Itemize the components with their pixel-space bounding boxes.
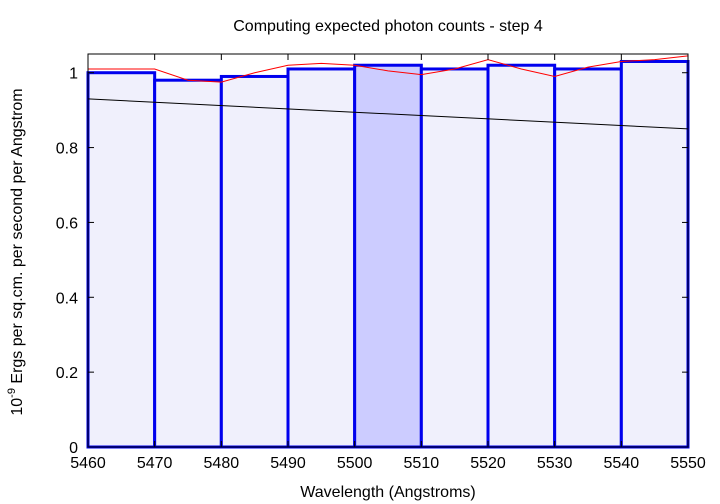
- x-tick-label: 5530: [537, 455, 573, 472]
- plot-frame: [87, 53, 689, 448]
- x-tick-label: 5480: [204, 455, 240, 472]
- x-tick-label: 5460: [70, 455, 106, 472]
- histogram-bar: [619, 59, 690, 449]
- y-axis-label: 10-9 Ergs per sq.cm. per second per Angs…: [6, 88, 26, 415]
- y-tick-label: 1: [69, 66, 78, 83]
- histogram-bar: [419, 67, 490, 449]
- y-axis-label-units: Ergs per sq.cm. per second per Angstrom: [9, 88, 26, 388]
- x-tick-label: 5490: [270, 455, 306, 472]
- histogram-bar: [486, 63, 557, 449]
- x-tick-label: 5510: [404, 455, 440, 472]
- y-axis-label-exponent: -9: [6, 388, 18, 398]
- chart-title: Computing expected photon counts - step …: [233, 18, 543, 35]
- y-tick-label: 0.8: [56, 141, 78, 158]
- y-tick-label: 0.2: [56, 365, 78, 382]
- histogram-bar: [286, 67, 357, 449]
- trend-line: [87, 98, 689, 130]
- y-tick-label: 0.6: [56, 215, 78, 232]
- histogram-bars: [86, 59, 690, 449]
- y-axis-ticks: 0 0.2 0.4 0.6 0.8 1: [56, 66, 688, 457]
- x-tick-label: 5550: [670, 455, 706, 472]
- x-tick-label: 5470: [137, 455, 173, 472]
- x-axis-label: Wavelength (Angstroms): [300, 484, 475, 501]
- x-tick-label: 5520: [470, 455, 506, 472]
- histogram-bar: [86, 71, 157, 449]
- histogram-bar: [219, 74, 290, 449]
- x-axis-ticks: 5460 5470 5480 5490 5500 5510 5520 5530 5540 5550: [70, 54, 706, 472]
- spectrum-line: [88, 55, 689, 83]
- histogram-bar: [553, 67, 623, 449]
- x-tick-label: 5500: [337, 455, 373, 472]
- histogram-bar: [153, 78, 223, 449]
- y-axis-label-base: 10: [9, 398, 26, 416]
- y-tick-label: 0: [69, 440, 78, 457]
- data-lines: [87, 55, 689, 130]
- histogram-bar: [353, 63, 423, 449]
- x-tick-label: 5540: [604, 455, 640, 472]
- y-tick-label: 0.4: [56, 290, 78, 307]
